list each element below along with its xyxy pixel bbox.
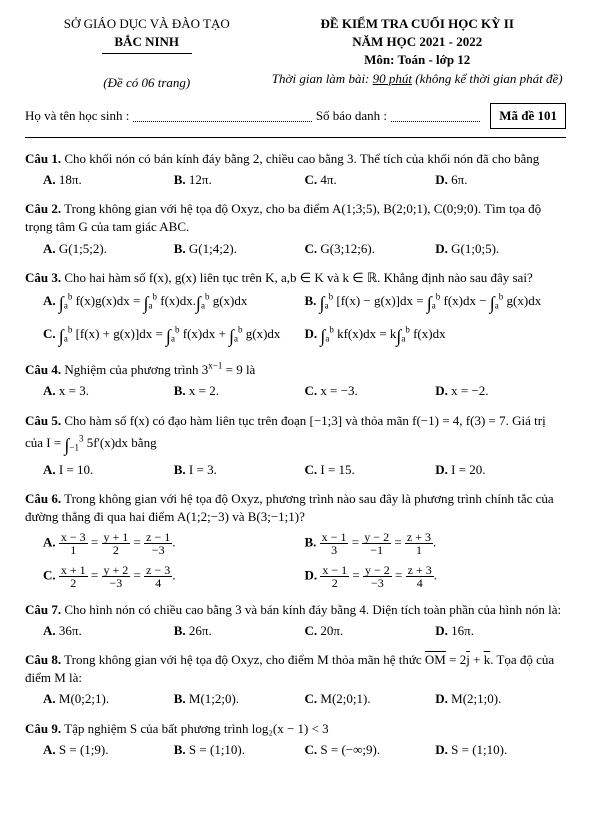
q1-text: Cho khối nón có bán kính đáy bằng 2, chi… (61, 151, 539, 166)
q3-a: A. ∫ab f(x)g(x)dx = ∫ab f(x)dx.∫ab g(x)d… (43, 291, 305, 316)
question-2: Câu 2. Trong không gian với hệ tọa độ Ox… (25, 200, 566, 261)
student-label: Họ và tên học sinh : (25, 107, 129, 125)
q5-a: I = 10. (59, 462, 93, 477)
q7-text: Cho hình nón có chiều cao bằng 3 và bán … (61, 602, 561, 617)
q6-c: C. x + 12 = y + 2−3 = z − 34. (43, 564, 305, 589)
q4-c: x = −3. (320, 383, 357, 398)
student-info-row: Họ và tên học sinh : Số báo danh : Mã đề… (25, 103, 566, 129)
q5-b: I = 3. (189, 462, 217, 477)
q4-text2: = 9 là (222, 362, 255, 377)
q7-a: 36π. (59, 623, 82, 638)
divider (25, 137, 566, 138)
q7-d: 16π. (451, 623, 474, 638)
subject: Môn: Toán - lớp 12 (268, 51, 566, 69)
question-8: Câu 8. Trong không gian với hệ tọa độ Ox… (25, 651, 566, 712)
q2-c: G(3;12;6). (320, 241, 375, 256)
exam-title: ĐỀ KIỂM TRA CUỐI HỌC KỲ II (268, 15, 566, 33)
q1-label: Câu 1. (25, 151, 61, 166)
q6-d: D. x − 12 = y − 2−3 = z + 34. (305, 564, 567, 589)
q2-text: Trong không gian với hệ tọa độ Oxyz, cho… (25, 201, 541, 234)
q2-b: G(1;4;2). (189, 241, 237, 256)
question-5: Câu 5. Cho hàm số f(x) có đạo hàm liên t… (25, 412, 566, 483)
q5-text3: 5f'(x)dx bằng (83, 435, 156, 450)
q9-label: Câu 9. (25, 721, 61, 736)
q5-line2: của I = ∫−13 5f'(x)dx bằng (25, 433, 566, 458)
q6-b: B. x − 13 = y − 2−1 = z + 31. (305, 531, 567, 556)
q8-text1: Trong không gian với hệ tọa độ Oxyz, cho… (61, 652, 425, 667)
q8-b: M(1;2;0). (189, 691, 239, 706)
q3-b: B. ∫ab [f(x) − g(x)]dx = ∫ab f(x)dx − ∫a… (305, 291, 567, 316)
q8-a: M(0;2;1). (59, 691, 109, 706)
q8-label: Câu 8. (25, 652, 61, 667)
province: BẮC NINH (25, 33, 268, 51)
q9-d: S = (1;10). (451, 742, 507, 757)
header-right: ĐỀ KIỂM TRA CUỐI HỌC KỲ II NĂM HỌC 2021 … (268, 15, 566, 93)
question-7: Câu 7. Cho hình nón có chiều cao bằng 3 … (25, 601, 566, 643)
pages: (Đề có 06 trang) (25, 74, 268, 92)
underline-left (102, 53, 192, 54)
q5-c: I = 15. (320, 462, 354, 477)
q1-c: 4π. (320, 172, 336, 187)
q1-a: 18π. (59, 172, 82, 187)
id-label: Số báo danh : (316, 107, 387, 125)
q6-a: A. x − 31 = y + 12 = z − 1−3. (43, 531, 305, 556)
q2-a: G(1;5;2). (59, 241, 107, 256)
q4-a: x = 3. (59, 383, 89, 398)
header-left: SỞ GIÁO DỤC VÀ ĐÀO TẠO BẮC NINH (Đề có 0… (25, 15, 268, 93)
exam-code: Mã đề 101 (490, 103, 566, 129)
question-4: Câu 4. Nghiệm của phương trình 3x−1 = 9 … (25, 361, 566, 403)
q5-d: I = 20. (451, 462, 485, 477)
question-1: Câu 1. Cho khối nón có bán kính đáy bằng… (25, 150, 566, 192)
student-name-field[interactable] (133, 110, 311, 122)
question-9: Câu 9. Tập nghiệm S của bất phương trình… (25, 720, 566, 762)
q3-label: Câu 3. (25, 270, 61, 285)
q5-label: Câu 5. (25, 413, 61, 428)
q2-d: G(1;0;5). (451, 241, 499, 256)
time: Thời gian làm bài: 90 phút (không kể thờ… (268, 70, 566, 88)
q3-d: D. ∫ab kf(x)dx = k∫ab f(x)dx (305, 324, 567, 349)
q6-text: Trong không gian với hệ tọa độ Oxyz, phư… (25, 491, 554, 524)
q6-label: Câu 6. (25, 491, 61, 506)
q8-c: M(2;0;1). (320, 691, 370, 706)
q7-b: 26π. (189, 623, 212, 638)
page-header: SỞ GIÁO DỤC VÀ ĐÀO TẠO BẮC NINH (Đề có 0… (25, 15, 566, 93)
question-3: Câu 3. Cho hai hàm số f(x), g(x) liên tụ… (25, 269, 566, 354)
q3-c: C. ∫ab [f(x) + g(x)]dx = ∫ab f(x)dx + ∫a… (43, 324, 305, 349)
q5-text2: của I = (25, 435, 64, 450)
q9-c: S = (−∞;9). (320, 742, 380, 757)
id-field[interactable] (391, 110, 480, 122)
q2-label: Câu 2. (25, 201, 61, 216)
q4-text: Nghiệm của phương trình 3 (61, 362, 208, 377)
q3-text: Cho hai hàm số f(x), g(x) liên tục trên … (61, 270, 533, 285)
dept-line: SỞ GIÁO DỤC VÀ ĐÀO TẠO (25, 15, 268, 33)
q9-text: Tập nghiệm S của bất phương trình log₂(x… (61, 721, 329, 736)
q1-d: 6π. (451, 172, 467, 187)
q1-b: 12π. (189, 172, 212, 187)
q4-b: x = 2. (189, 383, 219, 398)
q7-c: 20π. (320, 623, 343, 638)
q9-b: S = (1;10). (189, 742, 245, 757)
q9-a: S = (1;9). (59, 742, 109, 757)
q5-text1: Cho hàm số f(x) có đạo hàm liên tục trên… (61, 413, 546, 428)
q4-d: x = −2. (451, 383, 488, 398)
q7-label: Câu 7. (25, 602, 61, 617)
q8-d: M(2;1;0). (451, 691, 501, 706)
question-6: Câu 6. Trong không gian với hệ tọa độ Ox… (25, 490, 566, 592)
q4-label: Câu 4. (25, 362, 61, 377)
year: NĂM HỌC 2021 - 2022 (268, 33, 566, 51)
